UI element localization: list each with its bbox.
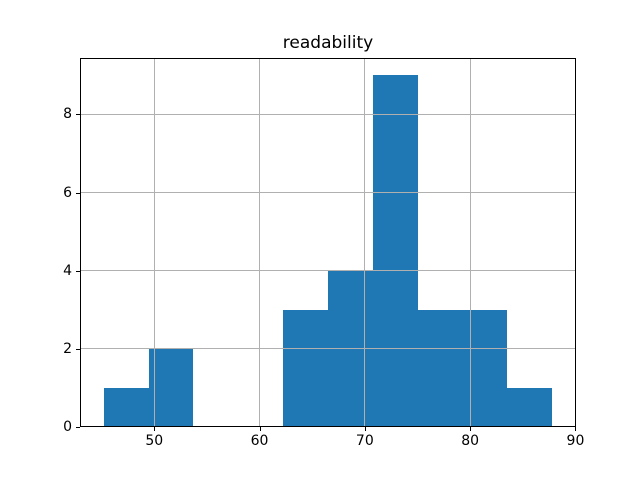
x-tick-mark [154,427,156,432]
y-tick-label: 0 [63,419,72,436]
x-tick-mark [364,427,366,432]
histogram-bar [372,75,418,428]
plot-area [80,57,576,428]
gridline-vertical [469,57,471,428]
y-tick-label: 8 [63,106,72,123]
y-tick-mark [76,270,80,272]
x-tick-label: 90 [566,433,585,450]
chart-title: readability [282,33,374,53]
y-tick-mark [76,192,80,194]
histogram-bar [148,348,194,428]
gridline-horizontal [80,348,576,350]
histogram-bar [103,388,149,428]
x-tick-mark [470,427,472,432]
histogram-bar [417,309,463,428]
y-tick-mark [76,348,80,350]
gridline-horizontal [80,113,576,115]
x-tick-label: 60 [250,433,269,450]
gridline-vertical [259,57,261,428]
gridline-vertical [153,57,155,428]
x-tick-mark [575,427,577,432]
histogram-bar [507,388,553,428]
gridline-horizontal [80,270,576,272]
bars-layer [80,58,576,428]
gridline-vertical [364,57,366,428]
y-tick-label: 2 [63,340,72,357]
histogram-bar [283,309,328,428]
x-tick-mark [259,427,261,432]
x-tick-label: 50 [145,433,164,450]
axes-spines [80,57,576,428]
x-tick-label: 80 [461,433,480,450]
y-tick-mark [76,427,80,429]
gridline-horizontal [80,192,576,194]
y-tick-mark [76,114,80,116]
y-tick-label: 4 [63,262,72,279]
y-tick-label: 6 [63,184,72,201]
x-tick-label: 70 [355,433,374,450]
